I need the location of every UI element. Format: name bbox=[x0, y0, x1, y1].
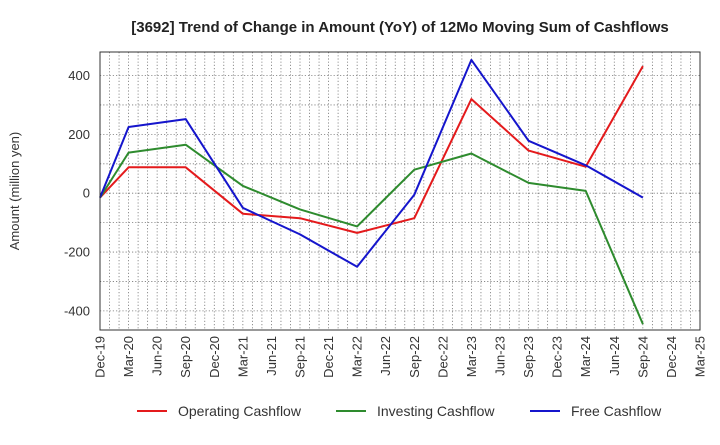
x-tick-label: Dec-21 bbox=[321, 336, 336, 378]
x-tick-label: Jun-22 bbox=[378, 336, 393, 376]
x-tick-label: Mar-23 bbox=[464, 336, 479, 377]
x-tick-label: Jun-23 bbox=[493, 336, 508, 376]
y-tick-label: -200 bbox=[64, 245, 90, 260]
x-tick-label: Mar-25 bbox=[693, 336, 708, 377]
x-tick-label: Sep-21 bbox=[293, 336, 308, 378]
legend-label-operating-cashflow: Operating Cashflow bbox=[178, 403, 302, 419]
x-tick-label: Dec-22 bbox=[435, 336, 450, 378]
y-axis-label: Amount (million yen) bbox=[7, 132, 22, 251]
series-line-free-cashflow bbox=[99, 58, 644, 268]
plot-area: -400 -200 0 200 400 Dec-19 Mar-20 Jun-20 Sep-20 D… bbox=[64, 51, 708, 378]
y-tick-label: 0 bbox=[83, 186, 90, 201]
x-tick-label: Sep-22 bbox=[407, 336, 422, 378]
y-tick-label: 200 bbox=[68, 127, 90, 142]
x-tick-label: Dec-20 bbox=[207, 336, 222, 378]
series-line-investing-cashflow bbox=[99, 143, 644, 325]
plot-border bbox=[99, 51, 701, 331]
x-tick-label: Mar-21 bbox=[235, 336, 250, 377]
x-tick-label: Jun-24 bbox=[607, 336, 622, 376]
x-tick-label: Mar-24 bbox=[578, 336, 593, 377]
plot-background bbox=[100, 52, 700, 330]
x-tick-label: Sep-24 bbox=[635, 336, 650, 378]
series-line-operating-cashflow bbox=[99, 65, 644, 234]
chart-title: [3692] Trend of Change in Amount (YoY) o… bbox=[131, 19, 669, 36]
x-tick-label: Mar-20 bbox=[121, 336, 136, 377]
x-tick-label: Sep-20 bbox=[178, 336, 193, 378]
x-tick-label: Jun-21 bbox=[264, 336, 279, 376]
legend-label-investing-cashflow: Investing Cashflow bbox=[377, 403, 495, 419]
y-tick-label: -400 bbox=[64, 303, 90, 318]
x-tick-label: Dec-24 bbox=[664, 336, 679, 378]
x-tick-label: Dec-23 bbox=[550, 336, 565, 378]
x-tick-label: Jun-20 bbox=[150, 336, 165, 376]
x-tick-label: Sep-23 bbox=[521, 336, 536, 378]
legend-label-free-cashflow: Free Cashflow bbox=[571, 403, 662, 419]
y-tick-label: 400 bbox=[68, 68, 90, 83]
x-tick-label: Dec-19 bbox=[93, 336, 108, 378]
x-tick-label: Mar-22 bbox=[350, 336, 365, 377]
legend: Operating Cashflow Investing Cashflow Free… bbox=[137, 403, 662, 419]
